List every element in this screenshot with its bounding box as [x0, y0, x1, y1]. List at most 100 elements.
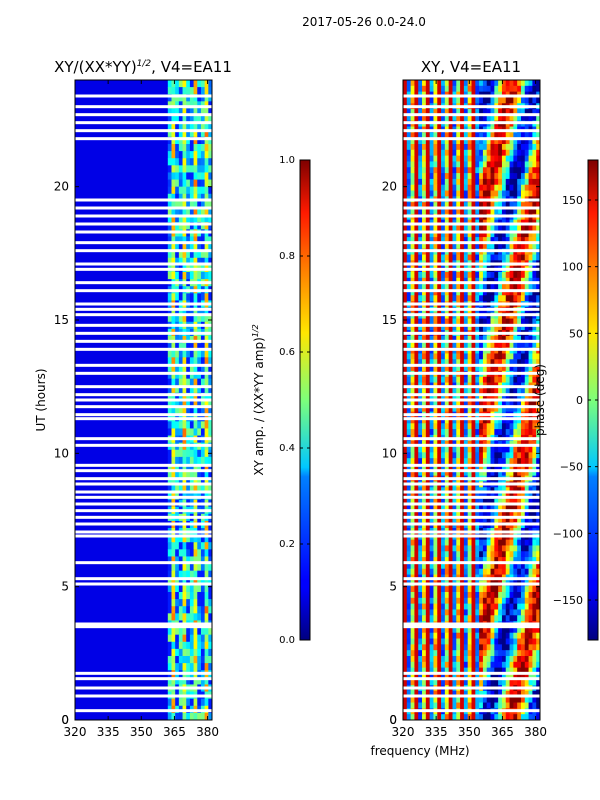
- heatmap-cell: [456, 609, 461, 616]
- heatmap-cell: [463, 394, 469, 401]
- heatmap-cell: [467, 417, 472, 424]
- heatmap-cell: [520, 365, 526, 372]
- heatmap-cell: [403, 504, 408, 511]
- heatmap-cell: [486, 336, 491, 343]
- heatmap-cell: [532, 545, 537, 552]
- heatmap-cell: [528, 202, 533, 209]
- heatmap-cell: [498, 498, 503, 506]
- heatmap-cell: [437, 237, 442, 244]
- heatmap-cell: [193, 378, 198, 387]
- heatmap-cell: [498, 167, 503, 174]
- heatmap-cell: [444, 690, 450, 698]
- heatmap-cell: [414, 190, 419, 197]
- heatmap-cell: [437, 109, 442, 116]
- heatmap-cell: [441, 353, 446, 360]
- heatmap-cell: [463, 551, 469, 558]
- heatmap-cell: [418, 429, 423, 436]
- heatmap-cell: [475, 231, 480, 238]
- heatmap-cell: [403, 295, 408, 302]
- heatmap-cell: [182, 87, 187, 95]
- heatmap-cell: [471, 592, 476, 599]
- heatmap-cell: [429, 97, 434, 104]
- heatmap-cell: [418, 667, 423, 674]
- heatmap-cell: [193, 478, 198, 486]
- heatmap-cell: [490, 673, 495, 680]
- heatmap-cell: [418, 295, 423, 302]
- heatmap-cell: [532, 277, 537, 285]
- heatmap-cell: [193, 364, 198, 372]
- heatmap-cell: [467, 376, 472, 383]
- heatmap-cell: [486, 504, 491, 511]
- heatmap-cell: [482, 225, 488, 232]
- heatmap-cell: [186, 357, 191, 365]
- heatmap-cell: [204, 350, 209, 358]
- heatmap-cell: [520, 562, 526, 570]
- heatmap-cell: [460, 237, 465, 244]
- heatmap-cell: [418, 144, 423, 151]
- heatmap-cell: [513, 417, 518, 424]
- heatmap-cell: [528, 283, 533, 290]
- heatmap-cell: [204, 613, 209, 621]
- heatmap-cell: [475, 545, 480, 552]
- heatmap-cell: [422, 592, 427, 599]
- heatmap-cell: [171, 307, 176, 316]
- heatmap-cell: [494, 626, 499, 634]
- heatmap-cell: [193, 407, 198, 415]
- heatmap-cell: [467, 161, 472, 168]
- heatmap-cell: [532, 97, 537, 104]
- heatmap-cell: [444, 679, 450, 686]
- heatmap-cell: [200, 371, 206, 380]
- heatmap-cell: [418, 626, 423, 634]
- heatmap-cell: [204, 464, 209, 472]
- heatmap-cell: [178, 243, 183, 252]
- heatmap-cell: [463, 359, 469, 366]
- heatmap-cell: [517, 132, 522, 139]
- heatmap-cell: [475, 405, 480, 413]
- heatmap-cell: [498, 458, 503, 465]
- heatmap-cell: [422, 149, 427, 157]
- heatmap-cell: [517, 405, 522, 413]
- heatmap-cell: [505, 173, 510, 180]
- heatmap-cell: [475, 144, 480, 151]
- heatmap-cell: [422, 394, 427, 401]
- heatmap-cell: [433, 516, 438, 523]
- heatmap-cell: [425, 597, 431, 605]
- heatmap-cell: [403, 336, 408, 343]
- heatmap-cell: [460, 336, 465, 343]
- heatmap-cell: [437, 661, 442, 669]
- heatmap-cell: [193, 186, 198, 195]
- heatmap-cell: [429, 341, 434, 349]
- heatmap-cell: [498, 626, 503, 634]
- heatmap-cell: [441, 446, 446, 453]
- heatmap-cell: [490, 132, 495, 139]
- heatmap-cell: [422, 138, 427, 145]
- heatmap-cell: [433, 225, 438, 232]
- heatmap-cell: [186, 656, 191, 664]
- heatmap-cell: [475, 644, 480, 651]
- heatmap-cell: [475, 539, 480, 546]
- heatmap-cell: [536, 464, 540, 471]
- heatmap-cell: [520, 155, 526, 162]
- heatmap-cell: [482, 469, 488, 477]
- heatmap-cell: [444, 551, 450, 558]
- heatmap-cell: [182, 385, 187, 394]
- heatmap-cell: [418, 504, 423, 511]
- heatmap-cell: [528, 609, 533, 616]
- heatmap-cell: [501, 144, 507, 151]
- heatmap-cell: [433, 400, 438, 407]
- heatmap-cell: [475, 626, 480, 634]
- heatmap-cell: [471, 568, 476, 575]
- heatmap-cell: [467, 132, 472, 139]
- heatmap-cell: [448, 289, 453, 296]
- heatmap-cell: [425, 568, 431, 575]
- heatmap-cell: [486, 353, 491, 360]
- heatmap-cell: [479, 149, 484, 157]
- heatmap-cell: [494, 551, 499, 558]
- heatmap-cell: [505, 80, 510, 87]
- heatmap-cell: [479, 661, 484, 669]
- heatmap-cell: [441, 318, 446, 325]
- heatmap-cell: [524, 237, 529, 244]
- heatmap-cell: [520, 568, 526, 575]
- heatmap-cell: [482, 80, 488, 87]
- heatmap-cell: [186, 663, 191, 671]
